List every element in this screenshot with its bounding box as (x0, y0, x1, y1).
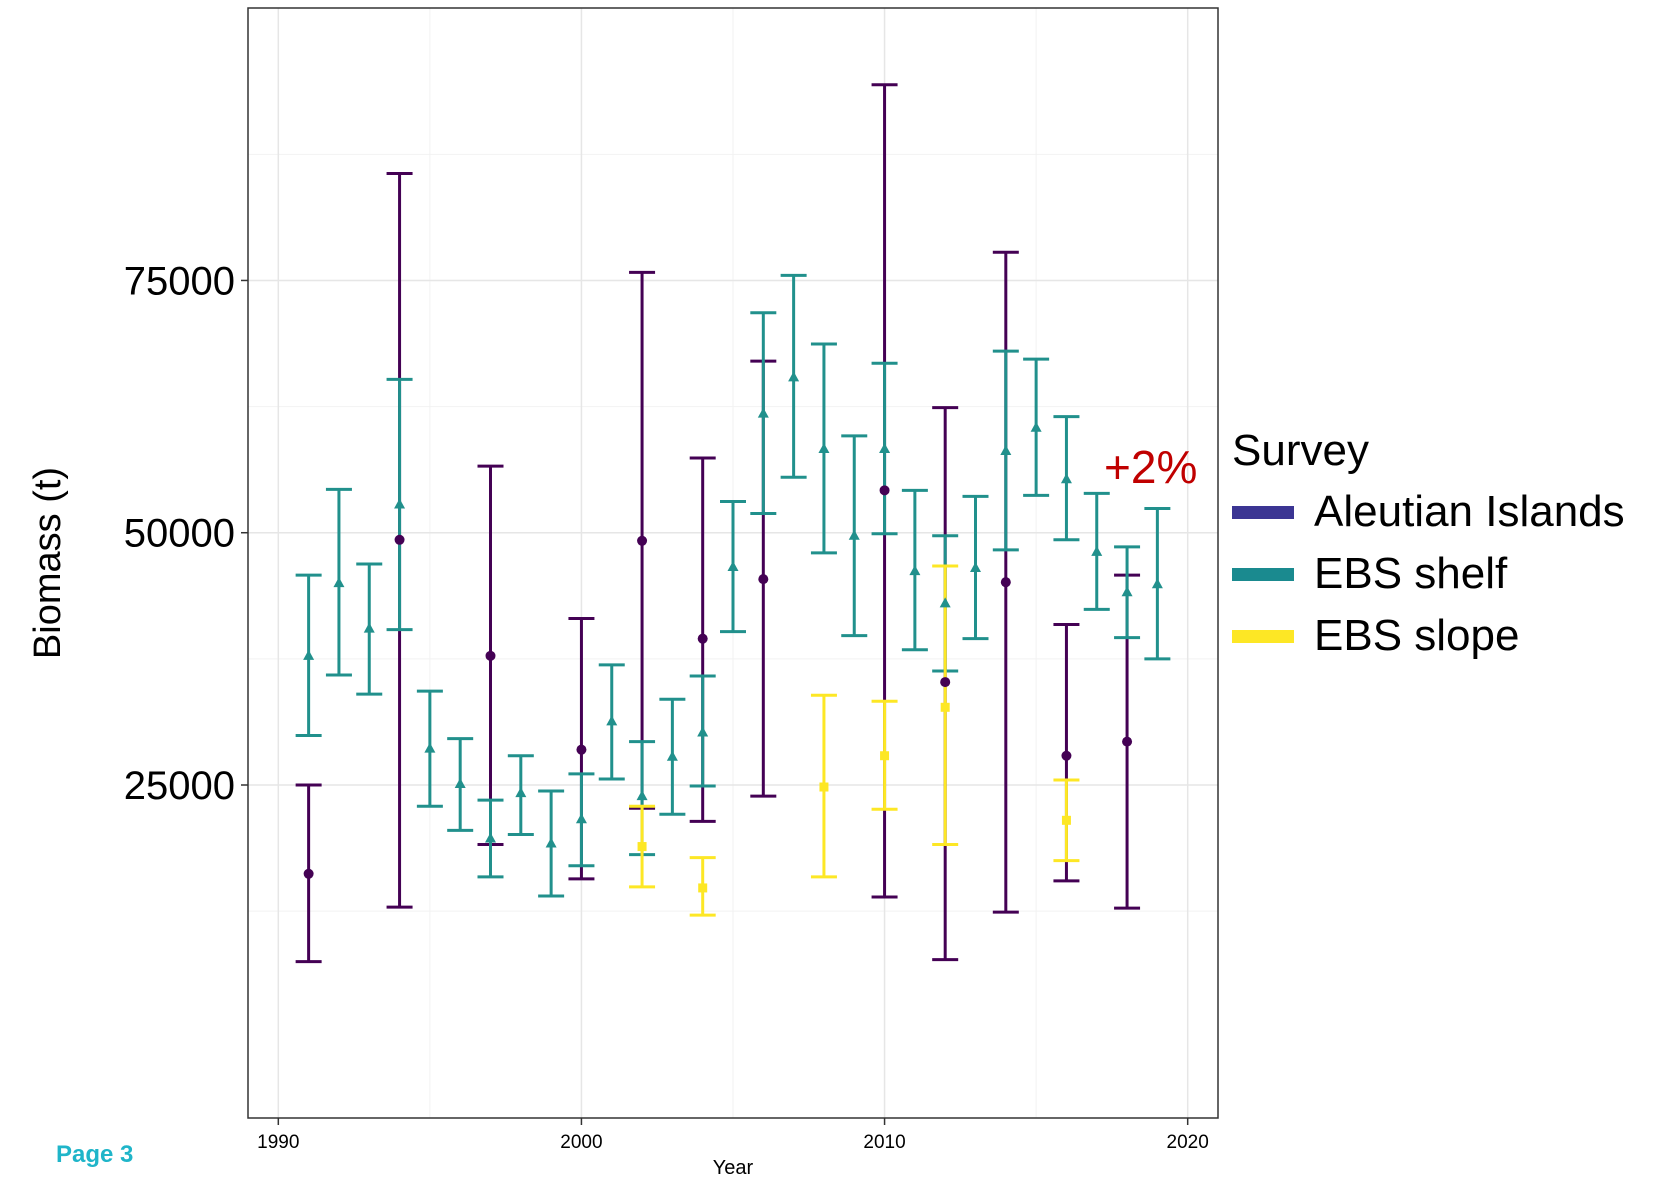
point-ebs-shelf (424, 742, 436, 753)
point-ebs-shelf (636, 790, 648, 801)
point-ebs-shelf (666, 750, 678, 761)
x-tick-label: 2020 (1167, 1132, 1209, 1153)
point-aleutian-islands (879, 485, 890, 496)
point-ebs-shelf (727, 561, 739, 572)
point-ebs-shelf (788, 371, 800, 382)
y-tick-label: 75000 (124, 259, 235, 303)
point-aleutian-islands (637, 535, 648, 546)
point-ebs-shelf (575, 813, 587, 824)
point-ebs-shelf (333, 577, 345, 588)
point-ebs-slope (1061, 815, 1071, 825)
point-ebs-shelf (394, 498, 406, 509)
point-aleutian-islands (940, 677, 951, 688)
y-tick-label: 25000 (124, 764, 235, 808)
point-ebs-shelf (697, 726, 709, 737)
legend-label-ebs-slope: EBS slope (1314, 611, 1520, 660)
point-ebs-shelf (363, 622, 375, 633)
point-aleutian-islands (1061, 750, 1072, 761)
point-ebs-shelf (545, 837, 557, 848)
point-aleutian-islands (303, 868, 314, 879)
x-tick-label: 2010 (863, 1132, 905, 1153)
x-axis-title: Year (713, 1157, 754, 1177)
point-aleutian-islands (697, 633, 708, 644)
point-ebs-shelf (454, 777, 466, 788)
point-aleutian-islands (485, 650, 496, 661)
point-ebs-shelf (909, 565, 921, 576)
point-aleutian-islands (1000, 577, 1011, 588)
point-ebs-slope (819, 782, 829, 792)
point-ebs-shelf (1060, 473, 1072, 484)
point-aleutian-islands (394, 534, 405, 545)
point-ebs-shelf (970, 562, 981, 573)
point-ebs-shelf (848, 529, 860, 540)
y-axis-title: Biomass (t) (27, 467, 69, 659)
point-ebs-shelf (939, 597, 951, 608)
page-number-label: Page 3 (56, 1141, 134, 1168)
legend-label-aleutian-islands: Aleutian Islands (1314, 487, 1625, 536)
point-aleutian-islands (1122, 736, 1133, 747)
point-aleutian-islands (576, 744, 587, 755)
point-ebs-shelf (1091, 545, 1103, 556)
point-ebs-shelf (515, 787, 527, 798)
legend-label-ebs-shelf: EBS shelf (1314, 549, 1508, 598)
x-tick-label: 2000 (560, 1132, 602, 1153)
point-ebs-shelf (757, 407, 769, 418)
point-ebs-shelf (818, 442, 830, 453)
point-ebs-shelf (1030, 421, 1042, 432)
percent-change-annotation: +2% (1104, 441, 1198, 493)
point-ebs-slope (698, 883, 708, 893)
point-ebs-slope (940, 702, 950, 712)
point-aleutian-islands (758, 574, 769, 585)
data-points (303, 371, 1163, 893)
point-ebs-shelf (1000, 444, 1012, 455)
point-ebs-shelf (485, 832, 496, 843)
point-ebs-shelf (879, 442, 891, 453)
legend-title: Survey (1232, 426, 1369, 475)
axes: 1990 2000 2010 2020 25000 50000 75000 (124, 259, 1209, 1153)
plot-panel-border (247, 7, 1219, 1119)
point-ebs-shelf (1151, 578, 1163, 589)
legend-swatch-ebs-shelf (1232, 568, 1294, 581)
point-ebs-slope (637, 842, 647, 852)
x-tick-label: 1990 (257, 1132, 299, 1153)
point-ebs-shelf (606, 715, 618, 726)
point-ebs-slope (880, 751, 890, 761)
legend-swatch-ebs-slope (1232, 630, 1294, 643)
point-ebs-shelf (303, 649, 315, 660)
point-ebs-shelf (1121, 586, 1133, 597)
y-tick-label: 50000 (124, 512, 235, 556)
legend-swatch-aleutian-islands (1232, 506, 1294, 519)
